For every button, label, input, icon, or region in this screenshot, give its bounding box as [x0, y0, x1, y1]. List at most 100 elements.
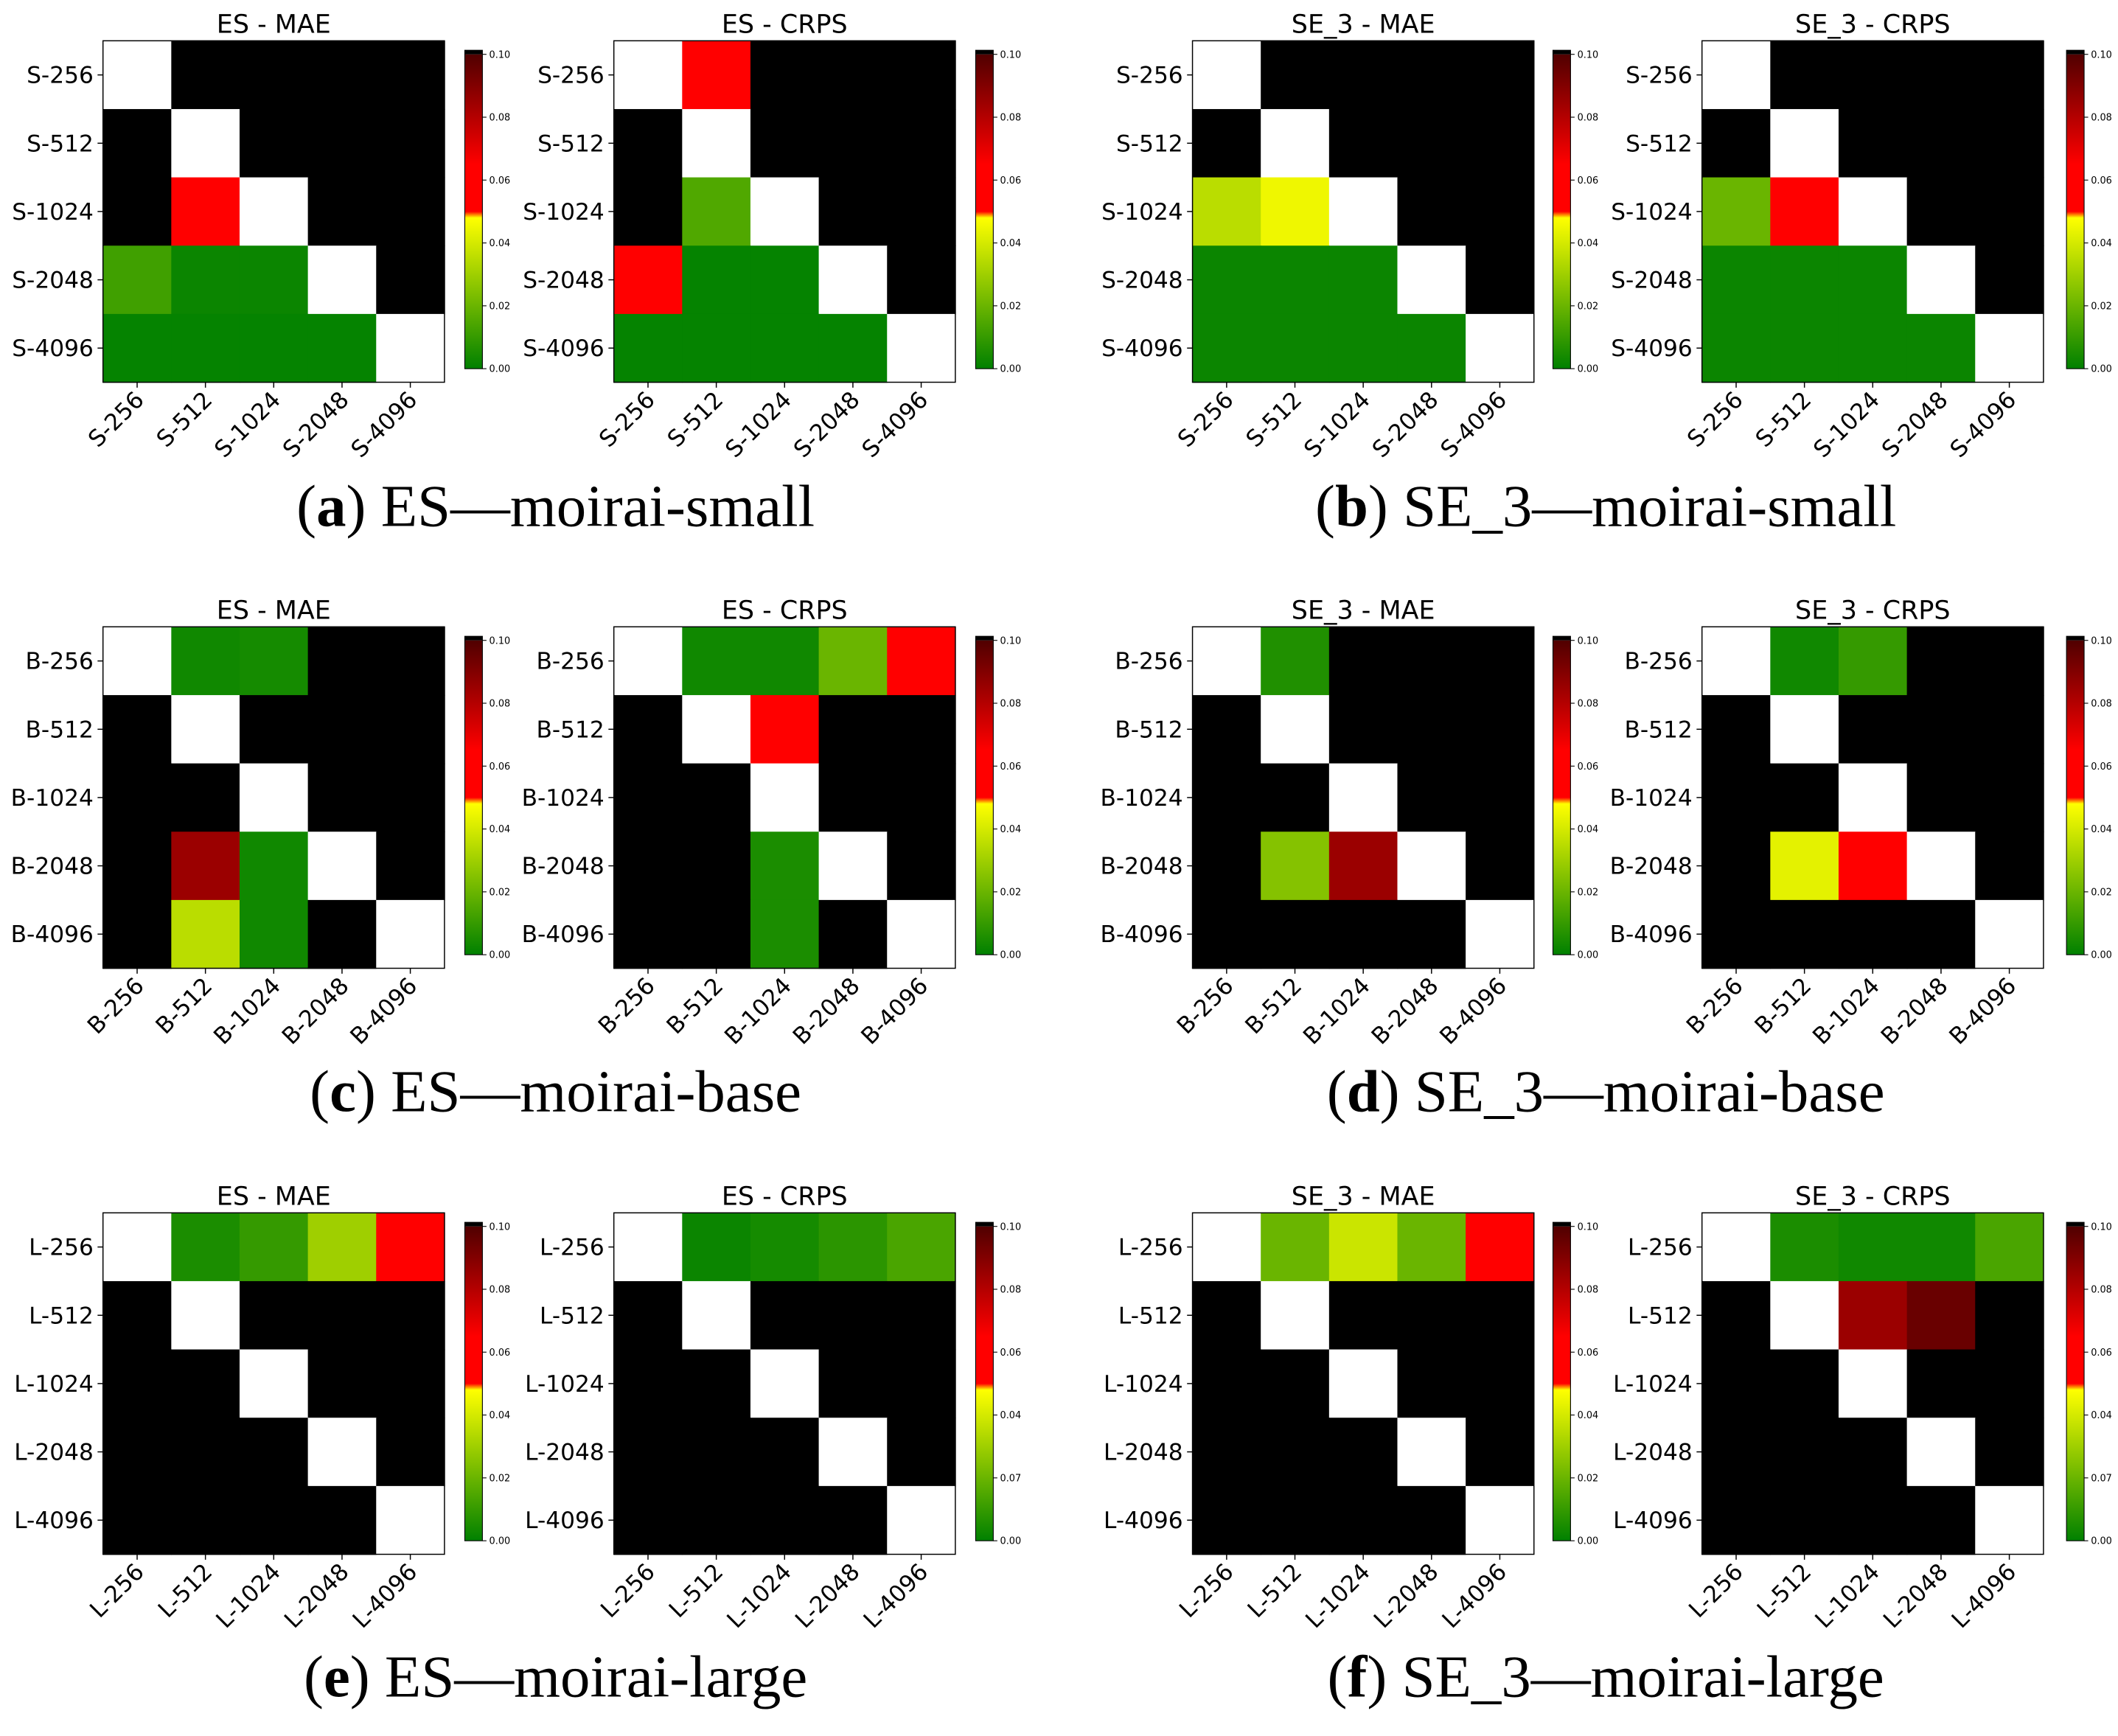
heatmap-cell	[1770, 763, 1839, 832]
y-tick-label: B-256	[26, 649, 94, 675]
heatmap-cell	[1397, 627, 1466, 696]
y-tick-label: S-1024	[1101, 199, 1183, 226]
heatmap-cell	[1328, 41, 1398, 110]
y-tick-label: S-2048	[12, 268, 94, 294]
colorbar-over	[464, 1222, 483, 1227]
y-tick-label: B-512	[1115, 717, 1182, 743]
colorbar-tick-label: 0.04	[1578, 238, 1599, 249]
empty-cell	[1466, 899, 1535, 969]
heatmap-cell	[613, 832, 683, 901]
heatmap-cell	[1466, 694, 1535, 764]
heatmap-cell	[1397, 108, 1466, 178]
empty-cell	[818, 245, 888, 315]
heatmap-cell	[1975, 1213, 2044, 1282]
colorbar-tick-label: 0.08	[1000, 113, 1022, 124]
colorbar-over	[1553, 1222, 1571, 1227]
empty-cell	[1466, 313, 1535, 383]
chart-title: SE_3 - CRPS	[1795, 10, 1951, 39]
heatmap-cell	[887, 245, 956, 315]
heatmap-cell	[1192, 177, 1261, 246]
x-tick-label: L-512	[1752, 1558, 1817, 1623]
heatmap-cell	[750, 245, 820, 315]
heatmap-cell	[376, 108, 445, 178]
heatmap-cell	[818, 313, 888, 383]
heatmap-cell	[102, 899, 173, 969]
y-tick-label: B-512	[536, 717, 604, 743]
colorbar-tick-label: 0.06	[1000, 1348, 1022, 1359]
y-tick-label: B-1024	[11, 785, 94, 812]
empty-cell	[1466, 1485, 1535, 1555]
colorbar-tick-label: 0.08	[2091, 1285, 2112, 1296]
empty-cell	[750, 177, 820, 246]
colorbar-tick-label: 0.00	[490, 950, 511, 961]
y-tick-label: S-4096	[523, 335, 605, 362]
x-tick-label: S-4096	[1435, 386, 1512, 463]
heatmap-cell	[1906, 1349, 1976, 1418]
heatmap-cell	[1397, 177, 1466, 246]
heatmap-cell	[1192, 245, 1261, 315]
colorbar-tick-label: 0.06	[2091, 1348, 2112, 1359]
heatmap-cell	[1261, 832, 1330, 901]
heatmap-cell	[1838, 627, 1908, 696]
colorbar-tick-label: 0.10	[490, 635, 511, 646]
heatmap-cell	[1701, 177, 1772, 246]
colorbar-tick-label: 0.00	[1578, 1536, 1599, 1547]
empty-cell	[239, 1349, 309, 1418]
x-tick-label: B-4096	[345, 972, 422, 1050]
caption-text: ) ES—moirai-small	[346, 473, 815, 539]
caption-text: (	[310, 1059, 330, 1124]
heatmap-cell	[1975, 41, 2044, 110]
y-tick-label: S-256	[1626, 63, 1693, 89]
heatmap-cell	[1192, 832, 1261, 901]
heatmap-cell	[102, 1349, 173, 1418]
heatmap-cell	[750, 832, 820, 901]
heatmap-cell	[307, 41, 377, 110]
y-tick-label: S-2048	[1611, 268, 1693, 294]
heatmap-cell	[682, 1485, 751, 1555]
y-tick-label: B-4096	[1100, 921, 1182, 948]
heatmap-cell	[1466, 1349, 1535, 1418]
empty-cell	[1770, 694, 1839, 764]
x-tick-label: L-2048	[279, 1558, 355, 1634]
heatmap-cell	[818, 1485, 888, 1555]
heatmap-cell	[1975, 694, 2044, 764]
x-tick-label: L-256	[596, 1558, 661, 1623]
colorbar-over	[2066, 636, 2085, 641]
empty-cell	[171, 694, 240, 764]
caption-letter: c	[330, 1059, 356, 1124]
x-tick-label: S-2048	[1368, 386, 1444, 463]
colorbar-tick-label: 0.08	[2091, 113, 2112, 124]
empty-cell	[102, 627, 173, 696]
heatmap-cell	[1192, 313, 1261, 383]
x-tick-label: B-1024	[1808, 972, 1885, 1050]
colorbar-tick-label: 0.00	[2091, 950, 2112, 961]
colorbar-tick-label: 0.00	[1578, 364, 1599, 375]
heatmap-cell	[376, 177, 445, 246]
empty-cell	[682, 1280, 751, 1350]
heatmap-cell	[887, 108, 956, 178]
heatmap-cell	[171, 177, 240, 246]
x-tick-label: S-512	[152, 386, 218, 453]
heatmap-cell	[1770, 1213, 1839, 1282]
y-tick-label: L-2048	[14, 1440, 94, 1466]
heatmap-cell	[1770, 1349, 1839, 1418]
x-tick-label: S-256	[83, 386, 150, 453]
heatmap-cell	[887, 627, 956, 696]
y-tick-label: S-256	[1116, 63, 1183, 89]
caption-letter: d	[1347, 1059, 1380, 1124]
colorbar-tick-label: 0.02	[1000, 301, 1022, 312]
heatmap-cell	[102, 1280, 173, 1350]
heatmap-cell	[1328, 694, 1398, 764]
heatmap-cell	[1466, 41, 1535, 110]
y-tick-label: L-4096	[525, 1507, 605, 1534]
heatmap-cell	[102, 108, 173, 178]
heatmap-cell	[887, 832, 956, 901]
x-tick-label: B-2048	[1876, 972, 1954, 1050]
x-tick-label: L-4096	[1438, 1558, 1513, 1634]
caption-text: (	[1328, 1645, 1348, 1710]
y-tick-label: L-512	[29, 1303, 94, 1329]
colorbar	[975, 54, 994, 369]
colorbar-tick-label: 0.02	[1000, 887, 1022, 898]
empty-cell	[1906, 832, 1976, 901]
heatmap-cell	[682, 627, 751, 696]
